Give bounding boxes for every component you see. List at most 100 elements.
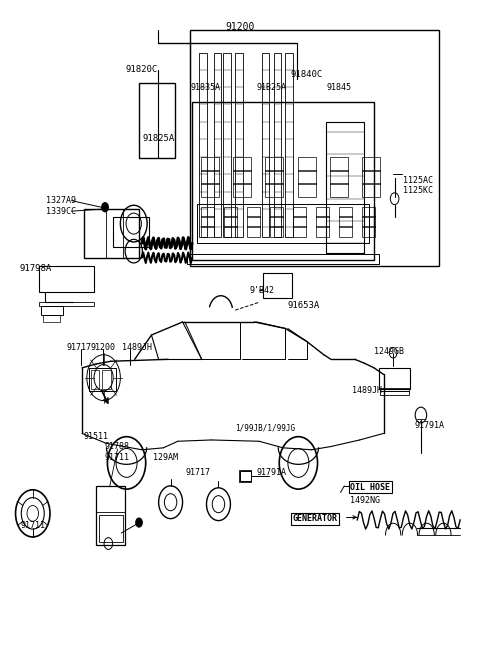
Text: 91711: 91711 [20, 521, 45, 530]
Text: 91711: 91711 [105, 453, 130, 462]
Text: 91788: 91788 [105, 442, 130, 451]
Bar [380, 388, 409, 392]
Bar [96, 486, 125, 545]
Bar [240, 472, 251, 481]
Bar [270, 226, 283, 237]
Bar [339, 206, 352, 217]
Text: 129AM: 129AM [153, 453, 178, 462]
Bar [41, 306, 63, 315]
Bar [39, 302, 94, 306]
Bar [270, 216, 283, 227]
Text: 1492NG: 1492NG [350, 497, 380, 505]
Text: 1489JH: 1489JH [352, 386, 383, 396]
Text: 1125KC: 1125KC [403, 187, 433, 195]
Bar [262, 53, 269, 237]
Bar [113, 217, 149, 246]
Text: 91200: 91200 [225, 22, 255, 32]
Text: 91820C: 91820C [126, 65, 158, 74]
Bar [199, 53, 207, 237]
Bar [362, 216, 375, 227]
Bar [140, 83, 175, 158]
Text: 91200: 91200 [90, 343, 115, 352]
Text: 91798A: 91798A [20, 263, 52, 273]
Text: 91653A: 91653A [288, 301, 320, 310]
Bar [224, 226, 237, 237]
Bar [214, 53, 221, 237]
Text: 91511: 91511 [84, 432, 109, 441]
Bar [233, 157, 251, 171]
Text: 1249GB: 1249GB [374, 347, 404, 356]
Bar [201, 183, 219, 197]
Bar [362, 206, 375, 217]
Bar [224, 216, 237, 227]
Bar [298, 170, 316, 184]
Bar [293, 206, 306, 217]
Bar [274, 53, 281, 237]
Bar [326, 122, 364, 253]
Text: 91845: 91845 [326, 83, 351, 92]
Bar [298, 157, 316, 171]
Bar [270, 206, 283, 217]
Bar [99, 515, 123, 541]
Bar [362, 157, 380, 171]
Bar [39, 266, 94, 292]
Bar [379, 368, 410, 389]
Text: 91835A: 91835A [191, 83, 220, 92]
Text: 1/99JB/1/99JG: 1/99JB/1/99JG [235, 424, 295, 433]
Bar [247, 216, 260, 227]
Bar [265, 157, 284, 171]
Bar [380, 392, 409, 396]
Bar [201, 157, 219, 171]
Bar [224, 206, 237, 217]
Bar [330, 183, 348, 197]
Bar [265, 183, 284, 197]
Text: 91840C: 91840C [291, 70, 323, 79]
Text: OIL HOSE: OIL HOSE [350, 483, 390, 491]
Text: 1327A9: 1327A9 [46, 196, 76, 205]
Bar [293, 226, 306, 237]
Bar [362, 183, 380, 197]
Text: 1339CC: 1339CC [46, 207, 76, 215]
Bar [316, 226, 329, 237]
Bar [239, 470, 252, 482]
Circle shape [102, 202, 108, 212]
Bar [330, 170, 348, 184]
Text: 91791A: 91791A [257, 468, 287, 477]
Bar [263, 273, 292, 298]
Bar [247, 206, 260, 217]
Bar [190, 30, 439, 266]
Bar [286, 53, 293, 237]
Bar [91, 371, 99, 389]
Bar [293, 216, 306, 227]
Bar [84, 208, 140, 258]
Text: 1489JH: 1489JH [122, 343, 152, 352]
Bar [316, 206, 329, 217]
Bar [201, 216, 214, 227]
Bar [192, 102, 374, 260]
Bar [223, 53, 231, 237]
Bar [233, 183, 251, 197]
Bar [298, 183, 316, 197]
Bar [201, 170, 219, 184]
Bar [187, 254, 379, 264]
Bar [339, 226, 352, 237]
Bar [247, 226, 260, 237]
Bar [89, 368, 116, 391]
Bar [201, 226, 214, 237]
Bar [201, 206, 214, 217]
Text: 1125AC: 1125AC [403, 176, 433, 185]
Text: GENERATOR: GENERATOR [293, 514, 337, 523]
Bar [330, 157, 348, 171]
Bar [233, 170, 251, 184]
Text: 91825A: 91825A [143, 134, 175, 143]
Bar [362, 170, 380, 184]
Text: 91B25A: 91B25A [256, 83, 286, 92]
Bar [197, 204, 369, 243]
Text: 9'B42: 9'B42 [250, 286, 275, 295]
Bar [362, 226, 375, 237]
Text: 91717: 91717 [66, 343, 91, 352]
Text: 91791A: 91791A [415, 421, 444, 430]
Text: 91717: 91717 [186, 468, 211, 477]
Circle shape [136, 518, 143, 527]
Bar [265, 170, 284, 184]
